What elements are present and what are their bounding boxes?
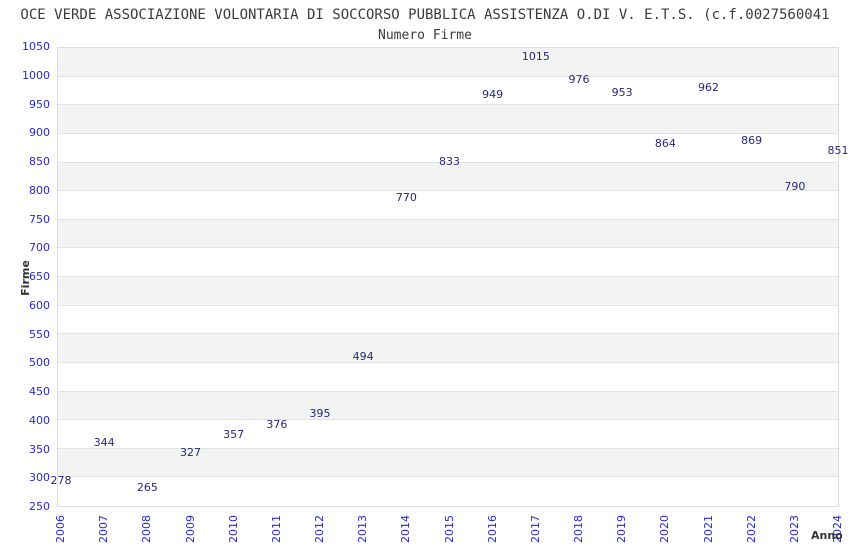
- gridline: [58, 161, 838, 163]
- data-point-label: 327: [180, 445, 201, 459]
- y-tick-label: 300: [29, 471, 50, 485]
- y-tick-label: 1000: [22, 68, 50, 82]
- data-point-label: 770: [395, 191, 417, 204]
- data-point-label: 851: [827, 144, 849, 158]
- x-tick-label: 2015: [442, 515, 456, 543]
- grid-band: [58, 133, 838, 163]
- data-point-label: 790: [784, 179, 806, 193]
- y-tick-label: 350: [29, 442, 50, 456]
- gridline: [58, 419, 838, 421]
- data-point-label: 833: [439, 154, 460, 168]
- x-tick-label: 2011: [269, 515, 283, 543]
- y-tick-label: 800: [29, 183, 50, 197]
- x-tick-label: 2016: [485, 515, 499, 543]
- grid-band: [58, 248, 838, 277]
- gridline: [58, 132, 838, 134]
- y-tick-label: 450: [29, 385, 50, 398]
- y-tick-label: 950: [29, 97, 50, 111]
- data-point-label: 278: [50, 473, 72, 487]
- grid-band: [58, 391, 838, 421]
- gridline: [58, 390, 838, 392]
- chart-subtitle: Numero Firme: [378, 28, 472, 43]
- gridline: [58, 447, 838, 449]
- y-tick-label: 250: [29, 500, 50, 513]
- x-tick-label: 2013: [356, 515, 370, 543]
- x-tick-label: 2010: [226, 515, 240, 543]
- plot-area: [57, 47, 839, 507]
- grid-band: [58, 448, 838, 478]
- data-point-label: 265: [136, 481, 158, 495]
- data-point-label: 395: [309, 406, 331, 420]
- x-tick-label: 2017: [528, 515, 542, 543]
- grid-band: [58, 76, 838, 106]
- x-tick-label: 2021: [701, 515, 715, 543]
- chart-title: OCE VERDE ASSOCIAZIONE VOLONTARIA DI SOC…: [20, 7, 830, 23]
- gridline: [58, 361, 838, 363]
- grid-band: [58, 277, 838, 306]
- y-tick-label: 600: [29, 298, 50, 312]
- data-point-label: 864: [654, 136, 676, 150]
- grid-band: [58, 334, 838, 363]
- y-tick-label: 900: [29, 126, 50, 140]
- grid-band: [58, 362, 838, 392]
- data-point-label: 869: [741, 134, 763, 148]
- x-tick-label: 2020: [658, 515, 672, 543]
- x-tick-label: 2012: [313, 515, 326, 543]
- x-tick-label: 2019: [615, 515, 629, 543]
- x-tick-label: 2023: [787, 515, 801, 543]
- x-tick-label: 2014: [399, 515, 413, 543]
- gridline: [58, 276, 838, 277]
- grid-band: [58, 305, 838, 335]
- x-tick-label: 2009: [183, 515, 197, 543]
- grid-band: [58, 48, 838, 77]
- gridline: [58, 333, 838, 335]
- gridline: [58, 476, 838, 478]
- data-point-label: 1015: [521, 50, 550, 64]
- y-tick-label: 750: [29, 212, 50, 226]
- gridline: [58, 247, 838, 249]
- data-point-label: 953: [611, 85, 633, 99]
- data-point-label: 357: [223, 428, 245, 442]
- data-point-label: 949: [482, 88, 504, 102]
- grid-band: [58, 191, 838, 220]
- grid-band: [58, 420, 838, 449]
- x-tick-label: 2008: [140, 515, 154, 543]
- x-tick-label: 2022: [744, 515, 758, 543]
- gridline: [58, 218, 838, 220]
- data-point-label: 494: [352, 349, 374, 363]
- grid-band: [58, 105, 838, 134]
- gridline: [58, 104, 838, 106]
- data-point-label: 376: [266, 417, 288, 431]
- gridline: [58, 190, 838, 192]
- y-tick-label: 850: [29, 155, 50, 168]
- x-tick-label: 2006: [54, 515, 67, 543]
- grid-band: [58, 162, 838, 192]
- x-tick-label: 2007: [97, 515, 111, 543]
- data-point-label: 962: [698, 80, 719, 94]
- y-tick-label: 1050: [22, 40, 50, 53]
- gridline: [58, 304, 838, 306]
- x-tick-label: 2018: [572, 515, 585, 543]
- data-point-label: 344: [93, 435, 115, 449]
- y-tick-label: 650: [29, 270, 50, 283]
- x-axis-label: Anno: [811, 529, 843, 542]
- y-tick-label: 500: [29, 356, 50, 370]
- y-axis-label: Firme: [19, 260, 32, 296]
- y-tick-label: 400: [29, 413, 50, 427]
- y-tick-label: 700: [29, 241, 50, 255]
- grid-band: [58, 477, 838, 506]
- grid-band: [58, 219, 838, 249]
- data-point-label: 976: [568, 72, 590, 86]
- gridline: [58, 75, 838, 77]
- y-tick-label: 550: [29, 327, 50, 341]
